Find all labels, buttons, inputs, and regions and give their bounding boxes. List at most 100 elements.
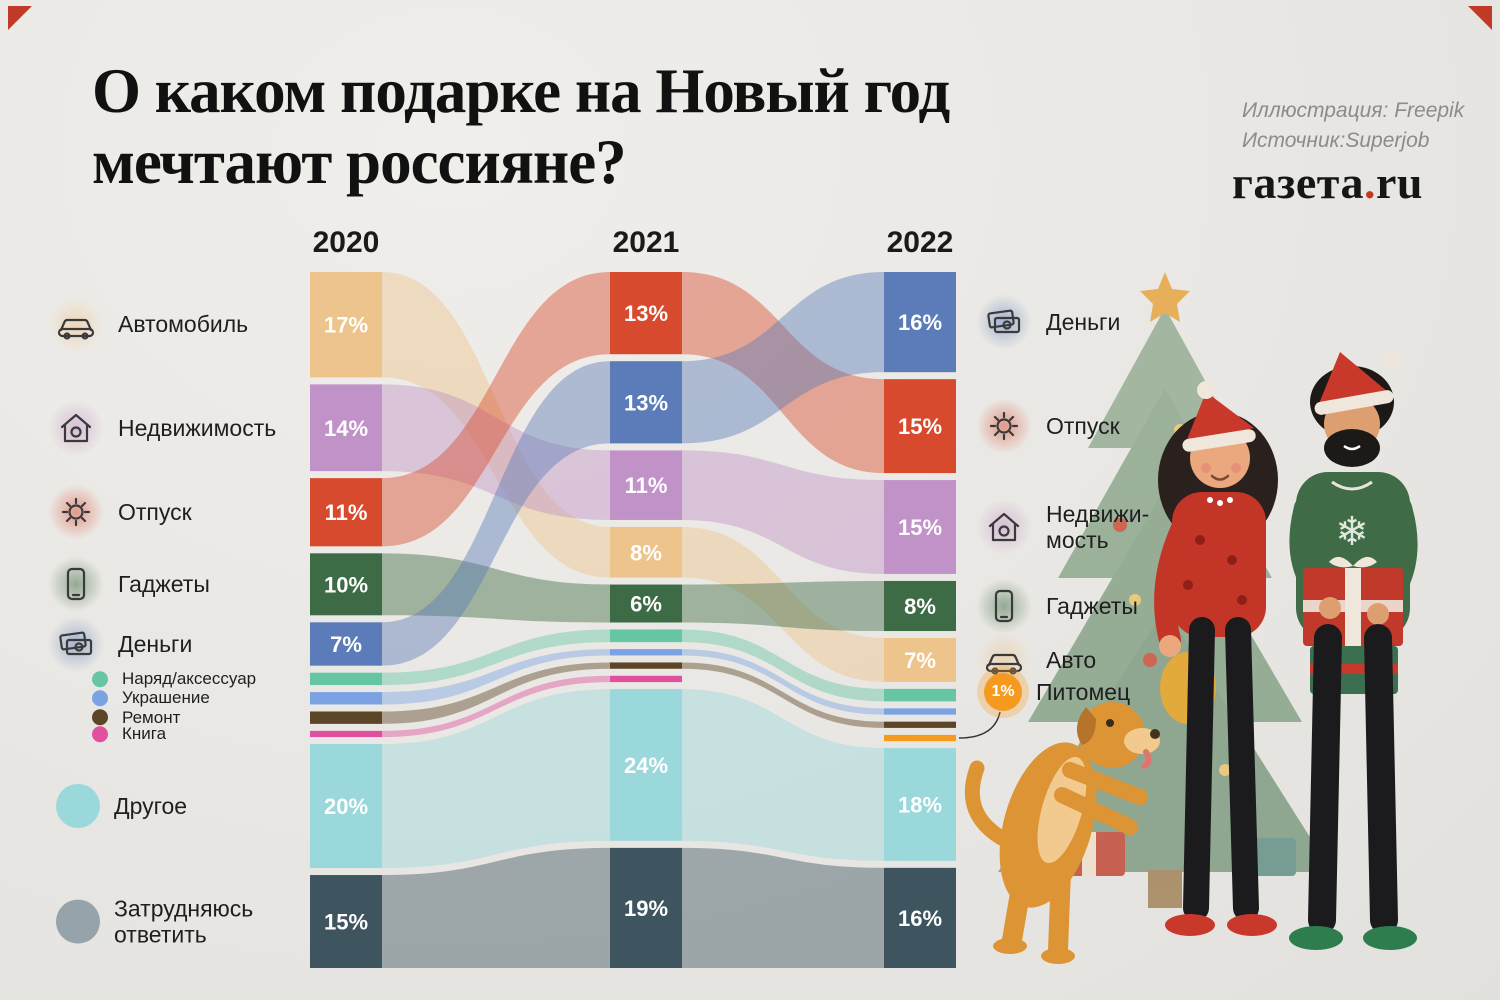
credit-source: Источник:Superjob — [1242, 129, 1430, 153]
bar-segment — [884, 748, 956, 861]
gazeta-logo: газета.ru — [1232, 156, 1423, 209]
flow-ribbon — [382, 272, 610, 547]
legend-item-Гаджеты: Гаджеты — [976, 578, 1138, 634]
legend-label: Другое — [114, 792, 188, 819]
flow-ribbon — [382, 553, 610, 623]
legend-label: Наряд/аксессуар — [122, 669, 257, 689]
bar-segment — [310, 272, 382, 378]
legend-label: Отпуск — [1046, 412, 1120, 439]
phone-icon — [48, 556, 104, 613]
phone-icon — [976, 578, 1032, 634]
logo-text: газета — [1232, 157, 1364, 208]
bar-segment — [610, 629, 682, 643]
bar-value-label: 7% — [330, 632, 362, 657]
bar-segment — [310, 478, 382, 547]
legend-item-Деньги: Деньги — [48, 615, 193, 672]
legend-label: Недвижимость — [118, 414, 277, 441]
legend-item-Книга: Книга — [48, 724, 166, 744]
credit-illustration: Иллюстрация: Freepik — [1242, 99, 1465, 122]
legend-item-Деньги: Деньги — [976, 294, 1121, 351]
corner-accent-icon — [8, 6, 32, 30]
pet-connector-line — [958, 711, 1001, 739]
dot — [92, 670, 108, 687]
dot-large — [56, 899, 100, 944]
title-line2: мечтают россияне? — [92, 127, 627, 198]
house-icon — [48, 399, 104, 456]
bar-value-label: 24% — [624, 753, 668, 778]
flow-ribbon — [382, 689, 610, 869]
bar-segment — [610, 361, 682, 444]
flow-ribbon — [682, 526, 884, 682]
bar-value-label: 13% — [624, 301, 668, 326]
legend-item-Другое: Другое — [48, 784, 188, 829]
flow-ribbon — [382, 384, 610, 520]
legend-item-Отпуск: Отпуск — [976, 398, 1120, 455]
legend-label: Гаджеты — [1046, 592, 1138, 619]
year-label: 2021 — [613, 226, 680, 259]
sun-icon — [976, 398, 1032, 455]
legend-label: Авто — [1046, 646, 1097, 673]
flow-ribbon — [682, 580, 884, 632]
bar-value-label: 15% — [898, 414, 942, 439]
legend-label: Деньги — [118, 630, 193, 657]
bar-segment — [884, 688, 956, 702]
bar-segment — [610, 272, 682, 355]
bar-value-label: 15% — [324, 910, 368, 935]
bar-value-label: 8% — [630, 540, 662, 565]
legend-label: Отпуск — [118, 499, 192, 525]
bar-segment — [310, 711, 382, 724]
page-title: О каком подарке на Новый год мечтают росс… — [92, 56, 950, 198]
bar-segment — [310, 672, 382, 686]
legend-item-Отпуск: Отпуск — [48, 484, 192, 541]
bar-value-label: 11% — [625, 473, 668, 498]
year-label: 2020 — [313, 226, 380, 259]
money-icon — [48, 615, 104, 672]
bar-value-label: 11% — [325, 500, 368, 525]
legend-label: Автомобиль — [118, 311, 249, 338]
bar-value-label: 16% — [898, 310, 942, 335]
title-line1: О каком подарке на Новый год — [92, 56, 950, 126]
legend-item-Гаджеты: Гаджеты — [48, 556, 210, 613]
legend-label: Затрудняюсь ответить — [114, 895, 254, 948]
house-icon — [976, 499, 1032, 555]
bar-segment — [884, 272, 956, 373]
bar-segment — [310, 553, 382, 616]
dog-icon — [964, 702, 1160, 964]
bar-value-label: 7% — [904, 648, 936, 673]
flow-ribbon — [682, 649, 884, 715]
bar-segment — [884, 734, 956, 742]
legend-label: Деньги — [1046, 308, 1121, 335]
flow-ribbon — [682, 450, 884, 574]
bar-segment — [884, 580, 956, 632]
bar-segment — [610, 847, 682, 968]
bar-segment — [610, 675, 682, 683]
logo-dot: . — [1363, 157, 1376, 208]
bar-segment — [310, 730, 382, 738]
flow-ribbon — [382, 662, 610, 724]
legend-label: Питомец — [1036, 678, 1131, 705]
bar-value-label: 6% — [630, 592, 662, 617]
bar-segment — [884, 638, 956, 682]
flow-ribbon — [682, 272, 884, 444]
bar-segment — [884, 867, 956, 968]
bar-segment — [884, 480, 956, 574]
bar-value-label: 16% — [898, 906, 942, 931]
dot — [92, 690, 108, 707]
credits: Иллюстрация: Freepik Источник:Superjob — [1242, 96, 1464, 157]
bar-value-label: 10% — [324, 572, 368, 597]
bar-segment — [610, 526, 682, 578]
flow-ribbon — [382, 361, 610, 666]
legend-item-Питомец: 1% Питомец — [976, 673, 1130, 711]
dot-large — [56, 784, 100, 829]
flow-ribbon — [382, 847, 610, 968]
legend-item-Недвижимость: Недвижимость — [48, 399, 277, 456]
flow-ribbon — [382, 649, 610, 705]
bar-segment — [310, 692, 382, 705]
legend-item-Недвижимость: Недвижи- мость — [976, 499, 1149, 555]
dot — [92, 725, 108, 742]
bar-segment — [310, 622, 382, 666]
legend-label: Украшение — [122, 688, 210, 708]
